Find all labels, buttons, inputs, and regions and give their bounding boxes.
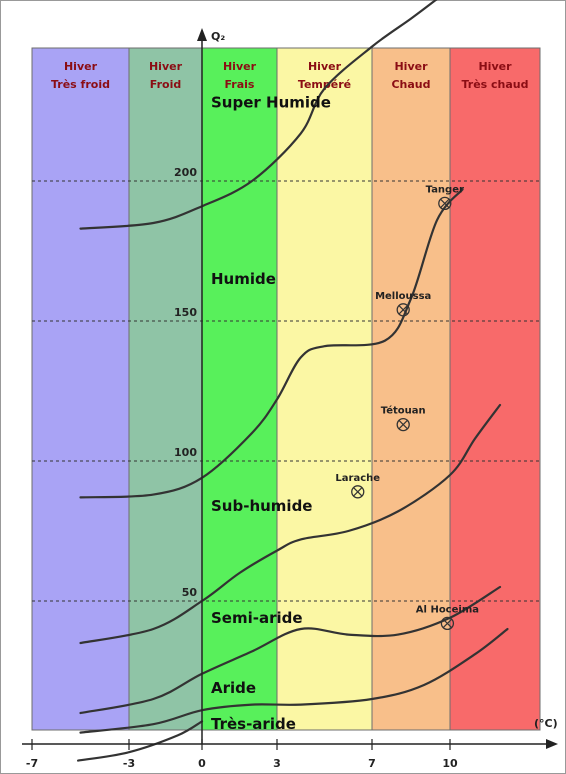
boundary-curve-4 [79,585,502,715]
station-marker-cross [440,198,450,208]
boundary-curve-1 [79,0,438,230]
boundary-curve-5 [79,627,509,734]
station-marker [438,196,452,211]
station-marker [396,417,410,432]
station-tanger: Tanger [426,184,464,211]
winter-zone-labels: Hiver Très froid Hiver Froid Hiver Frais Hiver… [51,60,529,91]
station-marker [351,485,365,499]
station-melloussa: Melloussa [375,291,431,317]
zone-band-froid [128,47,203,731]
zone-label-line1: Hiver [149,60,183,73]
zone-label-line2: Frais [225,78,255,91]
zone-label-line2: Très chaud [461,78,528,91]
zone-band-tempere [276,47,373,731]
zone-label-line2: Tempéré [298,78,351,91]
station-label: Melloussa [375,291,431,302]
zone-label-line2: Froid [150,78,181,91]
axes: Q₂ (°C) [22,28,558,749]
zone-label-line1: Hiver [394,60,428,73]
x-tick-label: -7 [26,757,38,770]
zone-band-frais [201,47,278,731]
boundary-curve-2 [79,188,464,499]
station-larache: Larache [335,473,380,499]
zone-label-line1: Hiver [223,60,257,73]
station-label: Al Hoceima [416,604,479,615]
gridlines [32,180,540,602]
climate-label-tres-aride: Très-aride [211,715,296,733]
station-marker-cross [353,487,363,497]
station-marker-cross [398,420,408,430]
zone-band-chaud [371,47,451,731]
stations: Tanger Melloussa Tétouan Larache Al Hoceima [335,184,479,631]
y-axis-arrow [197,28,207,41]
climate-label-semi-aride: Semi-aride [211,609,303,627]
station-label: Tanger [426,184,464,195]
winter-zones [31,47,541,731]
station-al-hoceima: Al Hoceima [416,604,479,631]
x-tick-label: 7 [368,757,376,770]
station-label: Larache [335,473,380,484]
y-tick-labels: 50 100 150 200 [174,166,197,599]
zone-label-line1: Hiver [478,60,512,73]
x-tick-label: 3 [273,757,281,770]
y-tick-label: 100 [174,446,197,459]
x-tick-label: -3 [123,757,135,770]
station-marker-cross [442,618,452,628]
x-axis-label: (°C) [534,717,558,730]
zone-band-tres-froid [31,47,130,731]
climate-label-super-humide: Super Humide [211,94,331,112]
y-tick-label: 50 [182,586,198,599]
climate-boundaries [77,0,509,762]
y-tick-label: 200 [174,166,197,179]
climate-label-sub-humide: Sub-humide [211,497,312,515]
zone-label-line2: Très froid [51,78,110,91]
station-marker [440,616,455,631]
y-tick-label: 150 [174,306,197,319]
station-marker-cross [398,305,408,315]
y-axis-label: Q₂ [211,30,225,43]
station-label: Tétouan [381,405,426,417]
zone-band-tres-chaud [449,47,541,731]
x-axis-arrow [546,739,558,749]
zone-label-line1: Hiver [308,60,342,73]
x-tick-labels: -7 -3 0 3 7 10 [26,739,458,770]
climate-label-humide: Humide [211,270,276,288]
boundary-curve-3 [79,403,502,645]
x-tick-label: 10 [442,757,458,770]
x-tick-label: 0 [198,757,206,770]
climate-label-aride: Aride [211,679,256,697]
zone-label-line1: Hiver [64,60,98,73]
climate-zone-labels: Super Humide Humide Sub-humide Semi-aride Ar… [211,94,331,734]
station-marker [396,303,410,317]
station-tetouan: Tétouan [381,405,426,432]
zone-label-line2: Chaud [391,78,430,91]
